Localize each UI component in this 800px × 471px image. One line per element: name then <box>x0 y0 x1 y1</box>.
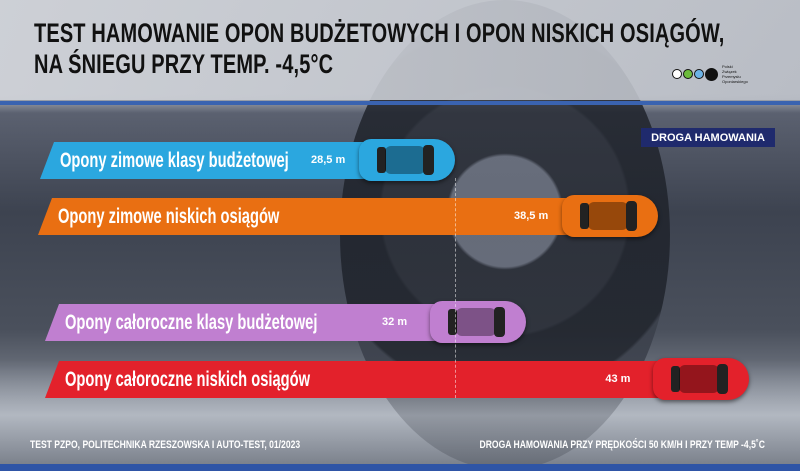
top-rule <box>0 101 800 105</box>
car-icon <box>430 301 527 343</box>
logo-dot <box>694 69 704 79</box>
reference-line <box>455 178 456 398</box>
logo-dot <box>672 69 682 79</box>
bar-0: Opony zimowe klasy budżetowej <box>40 142 367 179</box>
logo-text: Polski Związek Przemysłu Oponiarskiego <box>722 64 748 84</box>
car-icon <box>653 358 750 400</box>
value-label: 28,5 m <box>311 154 346 166</box>
legend-badge: DROGA HAMOWANIA <box>641 128 775 147</box>
pzpo-logo: Polski Związek Przemysłu Oponiarskiego <box>672 64 748 84</box>
value-label: 38,5 m <box>514 210 549 222</box>
bar-2: Opony całoroczne klasy budżetowej <box>45 304 439 341</box>
bar-label: Opony całoroczne niskich osiągów <box>65 367 311 391</box>
title-line-2: NA ŚNIEGU PRZY TEMP. -4,5°C <box>34 49 334 79</box>
logo-dot <box>683 69 693 79</box>
bar-label: Opony zimowe niskich osiągów <box>58 204 280 228</box>
bar-label: Opony zimowe klasy budżetowej <box>60 148 289 172</box>
bar-1: Opony zimowe niskich osiągów <box>38 198 570 235</box>
bar-label: Opony całoroczne klasy budżetowej <box>65 310 318 334</box>
chart-title: TEST HAMOWANIE OPON BUDŻETOWYCH I OPON N… <box>34 18 724 80</box>
value-label: 43 m <box>605 373 631 385</box>
footer-source: TEST PZPO, POLITECHNIKA RZESZOWSKA I AUT… <box>30 439 301 451</box>
title-line-1: TEST HAMOWANIE OPON BUDŻETOWYCH I OPON N… <box>34 18 725 48</box>
logo-dot <box>705 67 718 81</box>
header: TEST HAMOWANIE OPON BUDŻETOWYCH I OPON N… <box>0 0 800 100</box>
bottom-rule <box>0 464 800 471</box>
car-icon <box>359 139 455 181</box>
car-icon <box>562 195 658 237</box>
bar-3: Opony całoroczne niskich osiągów <box>45 361 662 398</box>
value-label: 32 m <box>382 316 408 328</box>
footer-note: DROGA HAMOWANIA PRZY PRĘDKOŚCI 50 KM/H I… <box>479 439 765 451</box>
